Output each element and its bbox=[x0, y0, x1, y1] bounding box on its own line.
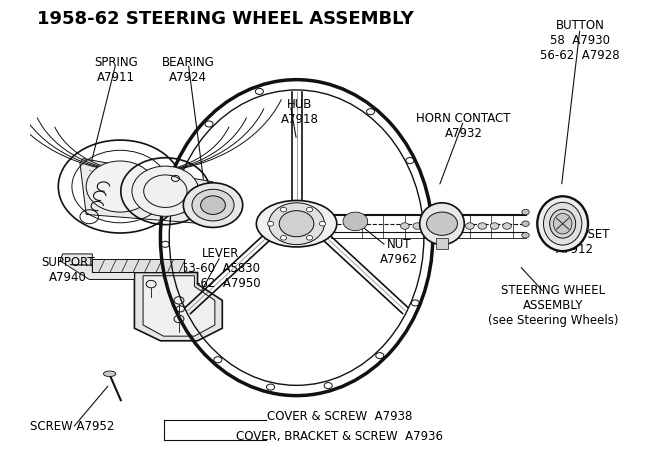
Circle shape bbox=[426, 212, 458, 235]
Text: BEARING
A7924: BEARING A7924 bbox=[162, 56, 214, 84]
Circle shape bbox=[86, 161, 154, 212]
Text: STEERING WHEEL
ASSEMBLY
(see Steering Wheels): STEERING WHEEL ASSEMBLY (see Steering Wh… bbox=[488, 284, 619, 327]
Circle shape bbox=[280, 235, 287, 240]
Text: 1958-62 STEERING WHEEL ASSEMBLY: 1958-62 STEERING WHEEL ASSEMBLY bbox=[37, 10, 414, 28]
Ellipse shape bbox=[543, 202, 582, 245]
Text: NUT
A7962: NUT A7962 bbox=[380, 238, 418, 266]
Circle shape bbox=[267, 221, 274, 226]
Text: SPRING
A7911: SPRING A7911 bbox=[94, 56, 138, 84]
Text: SCREW A7952: SCREW A7952 bbox=[31, 420, 114, 433]
Circle shape bbox=[413, 223, 422, 229]
Text: SCREW SET
A7912: SCREW SET A7912 bbox=[541, 228, 609, 256]
Ellipse shape bbox=[103, 371, 116, 377]
Circle shape bbox=[400, 223, 410, 229]
Polygon shape bbox=[80, 158, 222, 224]
Circle shape bbox=[522, 209, 529, 215]
Text: COVER, BRACKET & SCREW  A7936: COVER, BRACKET & SCREW A7936 bbox=[237, 431, 443, 444]
Polygon shape bbox=[60, 254, 135, 280]
Circle shape bbox=[192, 189, 234, 221]
Circle shape bbox=[490, 223, 499, 229]
Text: HORN CONTACT
A7932: HORN CONTACT A7932 bbox=[417, 112, 511, 140]
Bar bbox=[436, 238, 448, 249]
Ellipse shape bbox=[256, 200, 337, 247]
Circle shape bbox=[280, 207, 287, 212]
Circle shape bbox=[306, 207, 313, 212]
Polygon shape bbox=[135, 273, 222, 341]
Circle shape bbox=[201, 196, 226, 214]
Circle shape bbox=[343, 212, 368, 231]
Text: HUB
A7918: HUB A7918 bbox=[281, 98, 318, 126]
Text: LEVER
53-60  A5830
61-62  A7950: LEVER 53-60 A5830 61-62 A7950 bbox=[181, 247, 260, 290]
Circle shape bbox=[465, 223, 474, 229]
Circle shape bbox=[502, 223, 512, 229]
Circle shape bbox=[183, 183, 242, 227]
Circle shape bbox=[478, 223, 487, 229]
Text: SUPPORT
A7940: SUPPORT A7940 bbox=[41, 256, 94, 284]
Ellipse shape bbox=[553, 213, 572, 234]
Text: COVER & SCREW  A7938: COVER & SCREW A7938 bbox=[267, 410, 413, 423]
Ellipse shape bbox=[420, 203, 464, 245]
Circle shape bbox=[132, 166, 199, 216]
Circle shape bbox=[319, 221, 326, 226]
Circle shape bbox=[268, 203, 324, 245]
Circle shape bbox=[306, 235, 313, 240]
Circle shape bbox=[280, 211, 314, 237]
Ellipse shape bbox=[550, 209, 576, 238]
Polygon shape bbox=[143, 276, 215, 336]
Bar bbox=[92, 260, 184, 273]
Ellipse shape bbox=[344, 212, 367, 230]
Ellipse shape bbox=[538, 196, 588, 251]
Circle shape bbox=[522, 221, 529, 226]
Text: BUTTON
58  A7930
56-62  A7928: BUTTON 58 A7930 56-62 A7928 bbox=[540, 19, 620, 62]
Circle shape bbox=[522, 233, 529, 238]
